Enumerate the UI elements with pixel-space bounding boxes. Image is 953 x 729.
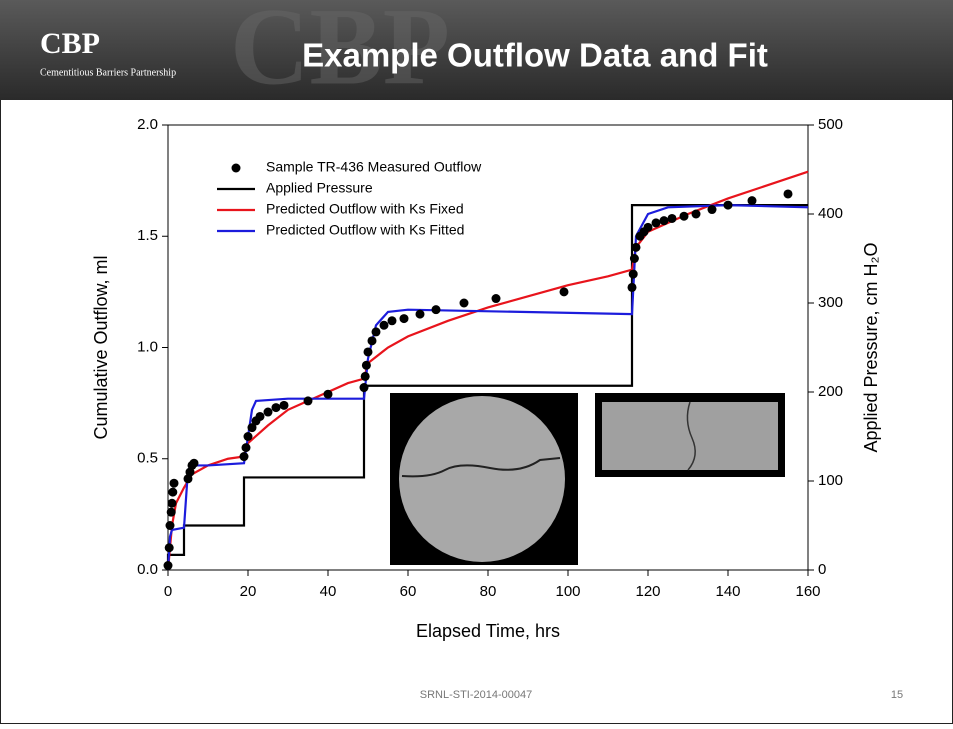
y-axis-label: Cumulative Outflow, ml [91, 255, 111, 439]
data-point [783, 189, 793, 199]
data-point [691, 209, 701, 219]
data-point [747, 196, 757, 206]
data-point [323, 389, 333, 399]
y2-tick-label: 0 [818, 561, 826, 578]
slide-title: Example Outflow Data and Fit [302, 37, 768, 74]
y2-tick-label: 500 [818, 116, 843, 133]
chart: 0 20 40 60 80 100 120 140 160 0.0 0.5 1.0 1.5 2.0 0 100… [91, 116, 881, 641]
data-point [627, 282, 637, 292]
legend-swatch [231, 163, 241, 173]
data-point [255, 411, 265, 421]
x-axis-label: Elapsed Time, hrs [416, 621, 560, 641]
data-point [367, 336, 377, 346]
y2-tick-label: 200 [818, 383, 843, 400]
data-point [723, 200, 733, 210]
logo-subtitle: Cementitious Barriers Partnership [40, 67, 176, 78]
data-point [263, 407, 273, 417]
data-point [415, 309, 425, 319]
inset-image [686, 401, 696, 471]
data-point [628, 269, 638, 279]
legend-label: Predicted Outflow with Ks Fitted [266, 222, 464, 238]
footer-code: SRNL-STI-2014-00047 [420, 689, 533, 701]
x-tick-label: 160 [795, 583, 820, 600]
y-tick-label: 1.0 [137, 338, 158, 355]
data-point [241, 443, 251, 453]
x-tick-label: 80 [480, 583, 497, 600]
data-point [679, 211, 689, 221]
data-point [169, 478, 179, 488]
x-tick-label: 60 [400, 583, 417, 600]
x-tick-label: 120 [635, 583, 660, 600]
y-tick-label: 1.5 [137, 227, 158, 244]
data-point [359, 383, 369, 393]
data-point [303, 396, 313, 406]
data-point [631, 242, 641, 252]
legend-label: Sample TR-436 Measured Outflow [266, 159, 482, 175]
data-point [559, 287, 569, 297]
data-point [163, 561, 173, 571]
y2-tick-label: 300 [818, 294, 843, 311]
header-bar [0, 0, 953, 100]
legend-label: Predicted Outflow with Ks Fixed [266, 201, 464, 217]
y2-tick-label: 100 [818, 472, 843, 489]
inset-images [390, 393, 785, 565]
data-point [166, 507, 176, 517]
data-point [239, 452, 249, 462]
data-point [371, 327, 381, 337]
inset-image [602, 402, 778, 470]
y2-tick-label: 400 [818, 205, 843, 222]
data-point [659, 216, 669, 226]
x-tick-label: 0 [164, 583, 172, 600]
data-point [167, 498, 177, 508]
data-point [459, 298, 469, 308]
page-number: 15 [891, 689, 903, 701]
data-point [491, 294, 501, 304]
data-point [243, 432, 253, 441]
y-tick-label: 2.0 [137, 116, 158, 133]
data-point [643, 222, 653, 232]
data-point [379, 320, 389, 330]
data-point [431, 305, 441, 315]
header-watermark: CBP [230, 0, 450, 107]
y-tick-label: 0.0 [137, 561, 158, 578]
y2-axis-label: Applied Pressure, cm H₂O [861, 242, 881, 452]
data-point [361, 360, 371, 370]
data-point [189, 458, 199, 468]
logo: CBP [40, 27, 100, 60]
data-point [165, 521, 175, 530]
data-point [707, 205, 717, 215]
x-tick-label: 100 [555, 583, 580, 600]
series-line [166, 203, 809, 571]
data-point [279, 400, 289, 410]
x-tick-label: 40 [320, 583, 337, 600]
data-point [629, 254, 639, 263]
data-point [168, 487, 178, 497]
data-point [387, 316, 397, 326]
data-point [164, 543, 174, 553]
x-tick-label: 20 [240, 583, 257, 600]
data-point [651, 218, 661, 228]
x-tick-label: 140 [715, 583, 740, 600]
inset-image [399, 396, 565, 562]
series-line [166, 204, 808, 570]
inset-image [401, 457, 561, 478]
data-point [363, 347, 373, 357]
data-point [399, 314, 409, 324]
data-point [271, 403, 281, 413]
data-point [247, 423, 257, 433]
data-point [360, 371, 370, 381]
legend-label: Applied Pressure [266, 180, 373, 196]
data-point [667, 213, 677, 223]
y-tick-label: 0.5 [137, 450, 158, 467]
